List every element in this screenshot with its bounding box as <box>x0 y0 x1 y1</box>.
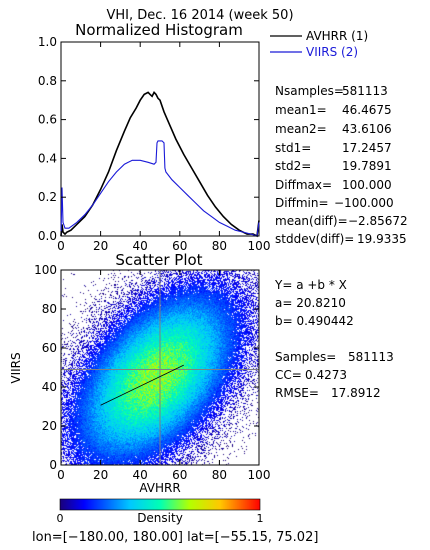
stat-stddevdiff-label: stddev(diff)= <box>275 232 354 246</box>
histogram-legend: AVHRR (1) VIIRS (2) <box>270 29 368 59</box>
colorbar-label: Density <box>137 511 183 525</box>
scatter-x-tick-label: 60 <box>172 468 187 482</box>
histogram-chart: Normalized Histogram 0 20 40 60 80 100 0.0 0.2… <box>38 21 271 253</box>
histogram-x-tick-label: 60 <box>172 239 187 253</box>
stat-cc-label: CC= <box>275 368 302 382</box>
colorbar: 0 Density 1 <box>57 498 264 525</box>
histogram-series-viirs <box>60 140 260 237</box>
histogram-title: Normalized Histogram <box>75 21 243 39</box>
fit-a: a= 20.8210 <box>275 296 346 310</box>
histogram-x-tick-label: 0 <box>57 239 65 253</box>
histogram-x-tick-label: 100 <box>248 239 271 253</box>
fit-equation: Y= a +b * X <box>274 278 347 292</box>
colorbar-gradient <box>59 498 261 511</box>
scatter-y-tick-label: 40 <box>42 380 57 394</box>
scatter-x-tick-label: 100 <box>248 468 271 482</box>
scatter-y-tick-label: 100 <box>34 263 57 277</box>
histogram-x-tick-label: 20 <box>93 239 108 253</box>
stat-diffmin-label: Diffmin= <box>275 196 329 210</box>
scatter-y-tick-label: 20 <box>42 419 57 433</box>
stat-std2-value: 19.7891 <box>342 159 392 173</box>
stat-mean2-value: 43.6106 <box>342 122 392 136</box>
scatter-x-tick-label: 20 <box>93 468 108 482</box>
stat-mean2-label: mean2= <box>275 122 327 136</box>
histogram-y-tick-label: 0.0 <box>38 229 57 243</box>
scatter-x-tick-label: 0 <box>57 468 65 482</box>
stat-nsamples-value: 581113 <box>342 84 388 98</box>
figure-header: VHI, Dec. 16 2014 (week 50) <box>106 8 293 23</box>
stat-std1-label: std1= <box>275 141 311 155</box>
histogram-y-tick-label: 0.2 <box>38 190 57 204</box>
fit-b: b= 0.490442 <box>275 314 354 328</box>
stat-diffmin-value: −100.000 <box>334 196 394 210</box>
scatter-plot-frame <box>60 269 260 466</box>
stat-cc-value: 0.4273 <box>305 368 347 382</box>
stat-diffmax-value: 100.000 <box>342 178 392 192</box>
regression-fit-line <box>100 364 184 406</box>
scatter-x-tick-label: 40 <box>133 468 148 482</box>
stat-meandiff-value: −2.85672 <box>348 214 408 228</box>
stat-mean1-value: 46.4675 <box>342 103 392 117</box>
scatter-y-tick-label: 0 <box>49 458 57 472</box>
histogram-y-tick-label: 0.6 <box>38 113 57 127</box>
stat-samples-value: 581113 <box>348 350 394 364</box>
histogram-y-tick-label: 0.4 <box>38 151 57 165</box>
stat-std2-label: std2= <box>275 159 311 173</box>
colorbar-max-label: 1 <box>257 512 264 525</box>
scatter-stats: Y= a +b * X a= 20.8210 b= 0.490442 Sampl… <box>274 278 394 400</box>
histogram-stats: Nsamples= 581113 mean1= 46.4675 mean2= 4… <box>275 84 408 246</box>
legend-viirs-label: VIIRS (2) <box>306 45 358 59</box>
stat-nsamples-label: Nsamples= <box>275 84 344 98</box>
stat-meandiff-label: mean(diff)= <box>275 214 348 228</box>
histogram-x-tick-label: 80 <box>212 239 227 253</box>
stat-samples-label: Samples= <box>275 350 336 364</box>
histogram-series-avhrr <box>60 91 260 238</box>
scatter-x-tick-label: 80 <box>212 468 227 482</box>
scatter-y-tick-label: 80 <box>42 302 57 316</box>
histogram-x-tick-label: 40 <box>133 239 148 253</box>
stat-stddevdiff-value: 19.9335 <box>357 232 407 246</box>
histogram-y-tick-label: 1.0 <box>38 35 57 49</box>
legend-avhrr-label: AVHRR (1) <box>306 29 368 43</box>
stat-std1-value: 17.2457 <box>342 141 392 155</box>
scatter-title: Scatter Plot <box>115 251 202 269</box>
stat-rmse-value: 17.8912 <box>331 386 381 400</box>
scatter-y-tick-label: 60 <box>42 341 57 355</box>
footer-bounds: lon=[−180.00, 180.00] lat=[−55.15, 75.02… <box>32 530 318 545</box>
stat-mean1-label: mean1= <box>275 103 327 117</box>
stat-diffmax-label: Diffmax= <box>275 178 332 192</box>
scatter-y-axis-label: VIIRS <box>9 352 23 383</box>
scatter-chart: Scatter Plot 0 20 40 60 80 100 0 20 40 60 80 100 A… <box>9 251 270 495</box>
scatter-x-axis-label: AVHRR <box>139 481 180 495</box>
histogram-y-tick-label: 0.8 <box>38 74 57 88</box>
stat-rmse-label: RMSE= <box>275 386 319 400</box>
colorbar-min-label: 0 <box>57 512 64 525</box>
